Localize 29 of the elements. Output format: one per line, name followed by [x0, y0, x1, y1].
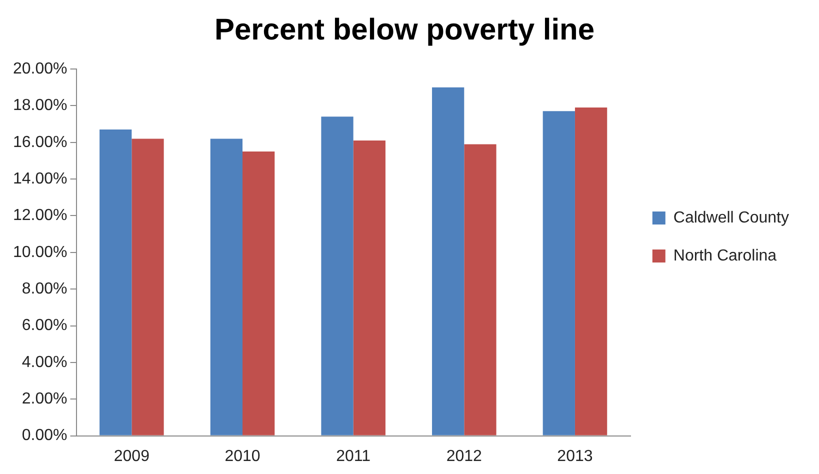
bar	[464, 144, 496, 436]
legend-label: North Carolina	[673, 247, 777, 264]
bar	[353, 140, 386, 436]
legend-label: Caldwell County	[673, 209, 789, 226]
x-tick-label: 2013	[557, 448, 593, 465]
bar	[132, 138, 164, 436]
y-tick-label: 16.00%	[13, 134, 68, 151]
x-tick-label: 2009	[114, 448, 150, 465]
y-tick-label: 6.00%	[22, 317, 68, 334]
bar	[100, 130, 132, 436]
bar	[210, 138, 243, 436]
chart-title: Percent below poverty line	[214, 13, 595, 46]
x-tick-label: 2010	[224, 448, 260, 465]
y-tick-label: 0.00%	[22, 427, 68, 444]
y-tick-label: 8.00%	[22, 280, 68, 298]
y-tick-label: 12.00%	[13, 207, 68, 224]
bar	[542, 111, 575, 436]
y-tick-label: 18.00%	[13, 97, 68, 114]
bar	[242, 152, 275, 436]
y-tick-label: 4.00%	[22, 354, 68, 371]
y-tick-label: 10.00%	[13, 244, 68, 261]
x-tick-label: 2011	[336, 448, 371, 465]
y-tick-label: 20.00%	[13, 60, 68, 78]
bar	[321, 116, 354, 436]
bar	[574, 108, 608, 436]
x-tick-label: 2012	[446, 448, 482, 465]
y-tick-label: 14.00%	[13, 170, 68, 188]
y-tick-label: 2.00%	[22, 390, 68, 408]
bar	[432, 87, 464, 436]
